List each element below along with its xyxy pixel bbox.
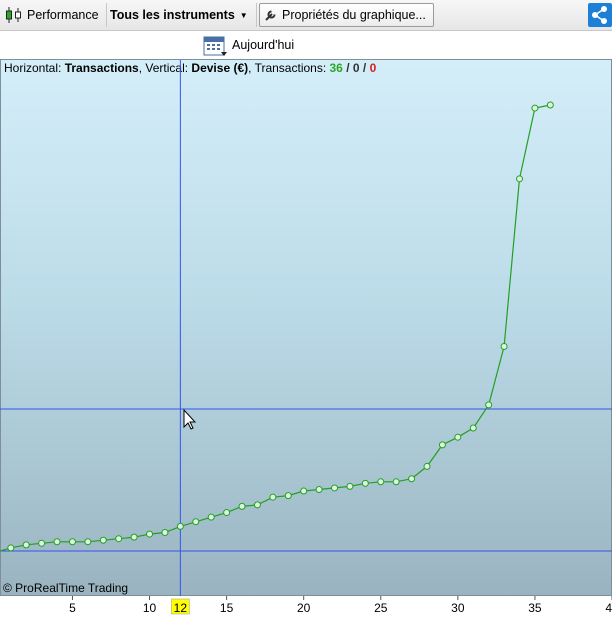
- mouse-cursor-icon: [183, 408, 197, 430]
- today-label[interactable]: Aujourd'hui: [232, 38, 295, 52]
- data-point: [238, 502, 246, 510]
- share-button[interactable]: [588, 3, 612, 27]
- data-point: [361, 479, 369, 487]
- equity-line: [0, 104, 551, 552]
- copyright-label: © ProRealTime Trading: [3, 581, 129, 595]
- data-point: [84, 538, 92, 546]
- data-point: [500, 342, 508, 350]
- data-point: [99, 536, 107, 544]
- x-tick-label: 15: [220, 601, 234, 615]
- data-point: [392, 478, 400, 486]
- horizontal-prefix: Horizontal:: [4, 61, 65, 75]
- vertical-prefix: , Vertical:: [138, 61, 192, 75]
- slash: /: [342, 61, 353, 75]
- performance-button[interactable]: Performance: [2, 3, 99, 27]
- chart-area[interactable]: [0, 59, 612, 596]
- data-point: [531, 104, 539, 112]
- slash: /: [359, 61, 370, 75]
- chart-properties-button[interactable]: Propriétés du graphique...: [259, 3, 434, 27]
- x-tick-label: 40: [605, 601, 612, 615]
- data-point: [454, 433, 462, 441]
- data-point: [438, 441, 446, 449]
- calendar-button[interactable]: [203, 35, 229, 60]
- equity-curve: [0, 101, 554, 552]
- data-point: [469, 424, 477, 432]
- data-point: [408, 475, 416, 483]
- candlestick-icon: [6, 7, 21, 23]
- data-point: [485, 401, 493, 409]
- crosshair-x-label: 12: [174, 601, 188, 615]
- data-point: [223, 509, 231, 517]
- horizontal-value: Transactions: [64, 61, 139, 75]
- data-point: [53, 538, 61, 546]
- data-point: [22, 541, 30, 549]
- data-point: [7, 544, 15, 552]
- data-point: [546, 101, 554, 109]
- x-tick-label: 25: [374, 601, 388, 615]
- data-point: [516, 175, 524, 183]
- share-icon: [592, 6, 607, 24]
- performance-label: Performance: [27, 8, 99, 22]
- data-point: [346, 482, 354, 490]
- data-point: [38, 539, 46, 547]
- x-tick-label: 30: [451, 601, 465, 615]
- crosshair: [0, 60, 612, 596]
- data-point: [130, 533, 138, 541]
- toolbar-divider: [106, 3, 107, 27]
- instruments-label: Tous les instruments: [110, 8, 235, 22]
- toolbar: Performance Tous les instruments ▼ Propr…: [0, 0, 612, 31]
- crosshair-x-highlight: [171, 598, 190, 615]
- data-point: [68, 538, 76, 546]
- x-tick-label: 5: [69, 601, 76, 615]
- data-point: [284, 492, 292, 500]
- data-point: [207, 513, 215, 521]
- data-point: [315, 485, 323, 493]
- chart-info-line: Horizontal: Transactions, Vertical: Devi…: [4, 61, 376, 75]
- transactions-total: 36: [329, 61, 343, 75]
- data-point: [115, 535, 123, 543]
- data-point: [377, 478, 385, 486]
- instruments-dropdown[interactable]: Tous les instruments ▼: [110, 3, 248, 27]
- transactions-neutral: 0: [352, 61, 360, 75]
- date-bar: [0, 31, 612, 59]
- chart-properties-label: Propriétés du graphique...: [282, 8, 426, 22]
- data-point: [269, 493, 277, 501]
- wrench-icon: [265, 10, 276, 21]
- data-point: [253, 501, 261, 509]
- data-point: [161, 529, 169, 537]
- x-tick-label: 35: [528, 601, 542, 615]
- data-point: [331, 484, 339, 492]
- x-tick-label: 10: [143, 601, 157, 615]
- data-point: [300, 487, 308, 495]
- data-point: [176, 522, 184, 530]
- calendar-icon: [203, 36, 227, 56]
- toolbar-divider: [256, 3, 257, 27]
- x-tick-label: 20: [297, 601, 311, 615]
- x-axis-ticks: 5 10 15 20 25 30 35 40 12: [69, 596, 612, 615]
- chevron-down-icon: ▼: [239, 10, 248, 20]
- vertical-value: Devise (€): [191, 61, 249, 75]
- x-axis: [0, 596, 612, 617]
- data-point: [192, 518, 200, 526]
- transactions-losing: 0: [369, 61, 377, 75]
- data-point: [423, 462, 431, 470]
- data-point: [146, 530, 154, 538]
- transactions-prefix: , Transactions:: [248, 61, 330, 75]
